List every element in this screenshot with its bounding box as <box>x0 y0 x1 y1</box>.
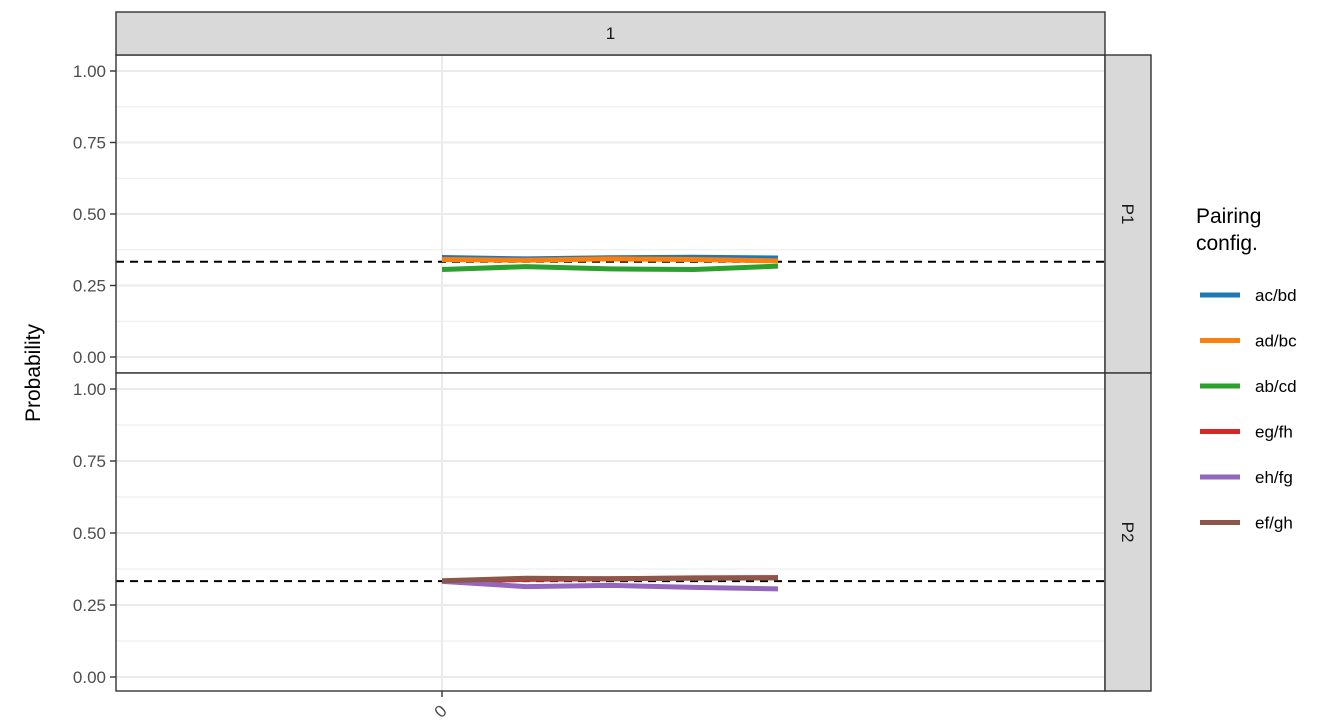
row-strip-label-p1: P1 <box>1118 204 1137 225</box>
x-tick-label: 0 <box>431 701 451 721</box>
y-tick-label-p2: 1.00 <box>73 380 106 399</box>
series-line-eh-fg <box>441 578 779 592</box>
series-line-ef-gh <box>441 575 779 584</box>
legend-label-eg-fh: eg/fh <box>1255 423 1293 442</box>
y-tick-label-p2: 0.25 <box>73 596 106 615</box>
y-tick-label-p2: 0.00 <box>73 668 106 687</box>
y-tick-label-p1: 0.75 <box>73 134 106 153</box>
row-strip-label-p2: P2 <box>1118 522 1137 543</box>
y-axis-title: Probability <box>22 323 45 422</box>
legend-entries: ac/bd ad/bc ab/cd eg/fh eh/fg ef/gh <box>1200 286 1297 533</box>
legend-label-ad-bc: ad/bc <box>1255 332 1297 351</box>
y-tick-label-p2: 0.50 <box>73 524 106 543</box>
legend: Pairing config. ac/bd ad/bc ab/cd eg/fh eh/f… <box>1196 205 1297 533</box>
legend-label-eh-fg: eh/fg <box>1255 468 1293 487</box>
y-tick-label-p1: 1.00 <box>73 62 106 81</box>
row-strip-p2 <box>1104 372 1152 692</box>
panels-layer: 0.00 0.25 0.50 0.75 1.00 0.00 0.25 0.50 0.75 1.00 <box>73 54 1106 692</box>
column-strip-label: 1 <box>606 24 615 43</box>
y-tick-label-p1: 0.25 <box>73 277 106 296</box>
legend-label-ac-bd: ac/bd <box>1255 286 1297 305</box>
legend-title-line-2: config. <box>1196 232 1258 255</box>
row-strip-p1 <box>1104 54 1152 374</box>
column-strip <box>115 11 1106 56</box>
y-tick-label-p1: 0.50 <box>73 205 106 224</box>
series-line-ab-cd <box>441 263 779 272</box>
y-tick-label-p1: 0.00 <box>73 348 106 367</box>
legend-title-line-1: Pairing <box>1196 205 1261 228</box>
y-tick-label-p2: 0.75 <box>73 452 106 471</box>
series-line-ad-bc <box>441 256 779 264</box>
legend-label-ef-gh: ef/gh <box>1255 514 1293 533</box>
legend-label-ab-cd: ab/cd <box>1255 377 1297 396</box>
